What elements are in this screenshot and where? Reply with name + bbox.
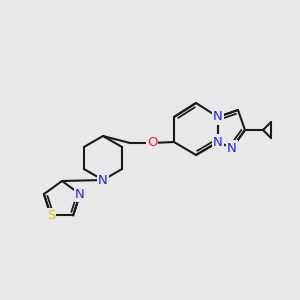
Text: N: N <box>227 142 237 154</box>
Text: N: N <box>75 188 85 201</box>
Text: N: N <box>213 110 223 124</box>
Text: O: O <box>147 136 157 149</box>
Text: N: N <box>98 173 108 187</box>
Text: N: N <box>213 136 223 148</box>
Text: S: S <box>46 209 55 222</box>
